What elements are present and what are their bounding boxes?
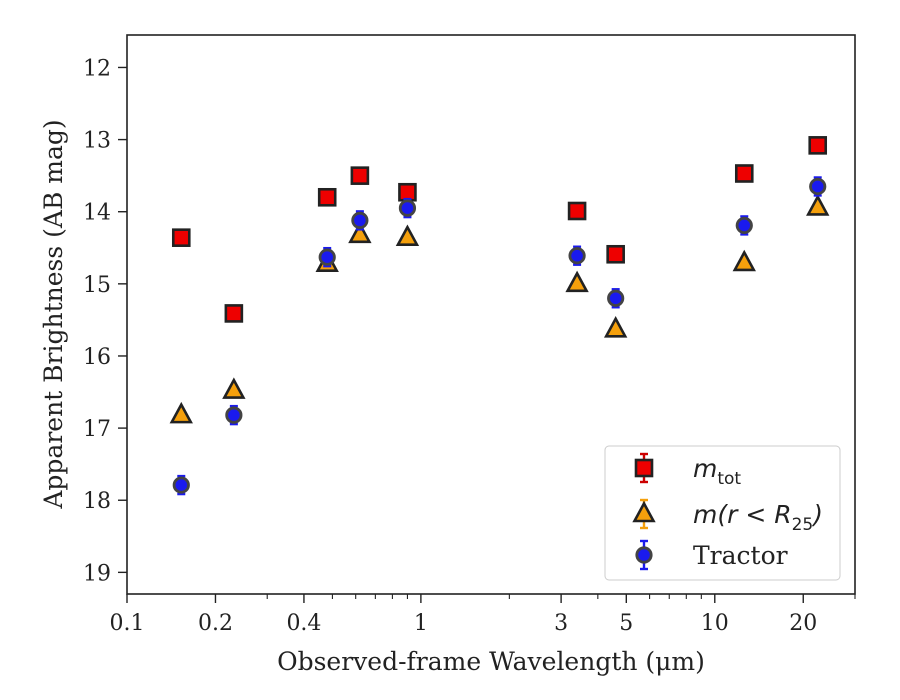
data-point-square — [808, 136, 828, 155]
data-point-square — [171, 228, 191, 247]
legend-marker-triangle — [632, 500, 656, 523]
y-tick-label: 17 — [83, 417, 111, 442]
x-tick-label: 3 — [554, 611, 568, 636]
legend-entry: Tractor — [635, 539, 788, 571]
y-axis-title: Apparent Brightness (AB mag) — [39, 119, 68, 509]
data-point-triangle — [603, 316, 628, 338]
data-point-square — [734, 164, 754, 183]
x-tick-label: 0.1 — [110, 611, 145, 636]
y-tick-label: 15 — [83, 273, 111, 298]
data-point-triangle — [395, 224, 420, 246]
data-point-circle — [735, 216, 753, 235]
data-marks — [169, 136, 830, 496]
data-point-triangle — [806, 194, 830, 216]
data-point-circle — [809, 177, 827, 196]
legend-label: Tractor — [693, 541, 788, 570]
legend-label-rest: ) — [811, 500, 823, 529]
legend-marker-square — [634, 458, 654, 478]
y-tick-label: 19 — [83, 561, 111, 586]
data-point-square — [606, 244, 625, 264]
data-point-triangle — [222, 377, 246, 399]
plot-frame — [126, 34, 856, 595]
series-square — [171, 136, 828, 323]
legend-entry: m(r < R25) — [632, 498, 823, 535]
x-tick-label: 1 — [414, 611, 428, 636]
legend-label: mtot — [693, 454, 741, 489]
data-point-triangle — [348, 221, 372, 244]
x-tick-label: 5 — [619, 611, 633, 636]
data-point-square — [317, 187, 337, 207]
legend-marker-circle — [635, 546, 653, 564]
legend-label-subscript: 25 — [792, 515, 814, 535]
data-point-circle — [172, 476, 190, 494]
legend-label-main: m — [693, 454, 717, 483]
data-point-circle — [398, 199, 417, 217]
data-point-circle — [351, 211, 369, 229]
y-tick-label: 14 — [83, 201, 111, 226]
data-point-circle — [607, 289, 625, 307]
legend-label-main: Tractor — [693, 541, 788, 570]
y-tick-label: 16 — [83, 345, 111, 370]
data-point-circle — [318, 248, 336, 266]
data-point-circle — [225, 406, 243, 424]
x-tick-label: 20 — [789, 611, 817, 636]
x-tick-label: 0.4 — [286, 611, 321, 636]
data-point-square — [567, 201, 587, 221]
legend-label-main: m(r < R — [693, 500, 792, 529]
y-tick-label: 13 — [83, 129, 111, 154]
data-point-circle — [568, 247, 586, 265]
data-point-square — [350, 166, 370, 185]
data-point-square — [224, 304, 244, 323]
x-tick-label: 0.2 — [198, 611, 233, 636]
series-triangle — [169, 194, 830, 424]
x-tick-label: 10 — [701, 611, 729, 636]
y-tick-label: 18 — [83, 489, 111, 514]
data-point-triangle — [565, 270, 589, 293]
legend-entry: mtot — [634, 452, 741, 489]
legend-label-subscript: tot — [717, 469, 741, 489]
x-axis-title: Observed-frame Wavelength (μm) — [277, 647, 705, 676]
legend-label: m(r < R25) — [693, 500, 823, 535]
data-point-square — [398, 182, 417, 202]
series-circle — [172, 176, 827, 496]
data-point-triangle — [169, 401, 193, 424]
legend: mtot m(r < R25) Tractor — [604, 445, 841, 581]
legend-box — [604, 445, 841, 581]
y-tick-label: 12 — [83, 56, 111, 81]
data-point-triangle — [732, 249, 756, 272]
